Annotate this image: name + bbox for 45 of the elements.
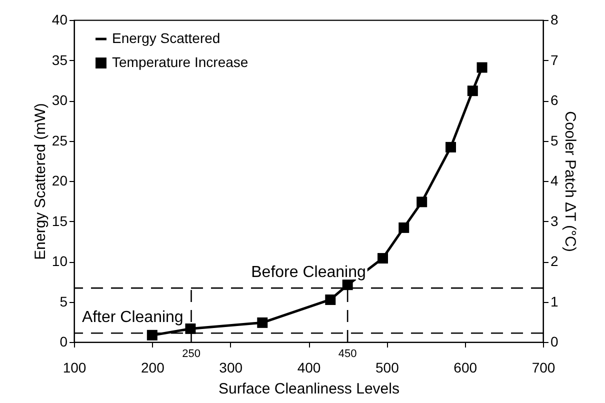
x-tick-label: 400 bbox=[297, 360, 321, 376]
y2-axis-title: Cooler Patch ΔT (°C) bbox=[561, 111, 578, 252]
x-tick-label: 100 bbox=[62, 360, 86, 376]
legend-label: Energy Scattered bbox=[112, 30, 220, 46]
y-tick-label: 5 bbox=[60, 293, 68, 310]
y-tick-label: 25 bbox=[52, 132, 68, 148]
point bbox=[378, 253, 388, 264]
x-tick-label: 300 bbox=[219, 360, 243, 376]
x-axis-title: Surface Cleanliness Levels bbox=[218, 380, 400, 398]
y2-tick-label: 5 bbox=[550, 132, 558, 148]
y2-tick-label: 2 bbox=[550, 253, 558, 269]
y2-tick-label: 6 bbox=[550, 92, 558, 108]
ref-line-label: After Cleaning bbox=[82, 309, 184, 326]
ref-line-label: 250 bbox=[182, 348, 200, 360]
legend-label: Temperature Increase bbox=[112, 54, 248, 70]
y2-tick-label: 8 bbox=[550, 12, 558, 28]
ref-line-label: Before Cleaning bbox=[251, 264, 366, 282]
y-tick-label: 20 bbox=[52, 172, 68, 188]
y-tick-label: 0 bbox=[60, 334, 68, 350]
x-tick-label: 500 bbox=[375, 360, 400, 376]
y2-tick-label: 7 bbox=[550, 52, 558, 68]
point bbox=[416, 196, 428, 208]
point bbox=[257, 317, 268, 328]
y2-tick-label: 1 bbox=[550, 293, 558, 310]
y-tick-label: 35 bbox=[52, 52, 68, 68]
y2-tick-label: 3 bbox=[550, 212, 558, 229]
y-tick-label: 15 bbox=[52, 212, 68, 229]
point bbox=[185, 323, 196, 334]
point bbox=[467, 86, 478, 96]
point bbox=[476, 62, 488, 73]
ref-line-label: 450 bbox=[338, 348, 357, 360]
point bbox=[446, 142, 456, 152]
point bbox=[146, 330, 158, 340]
x-tick-label: 700 bbox=[532, 360, 556, 376]
y2-tick-label: 4 bbox=[550, 172, 558, 188]
y-axis-title: Energy Scattered (mW) bbox=[32, 103, 49, 260]
point bbox=[325, 294, 336, 305]
x-tick-label: 200 bbox=[140, 360, 165, 376]
point bbox=[342, 280, 353, 290]
point bbox=[398, 222, 410, 233]
y-tick-label: 10 bbox=[52, 253, 68, 269]
y-tick-label: 30 bbox=[52, 92, 68, 108]
y-tick-label: 40 bbox=[52, 12, 68, 28]
x-tick-label: 600 bbox=[454, 360, 478, 376]
y2-tick-label: 0 bbox=[550, 334, 558, 350]
